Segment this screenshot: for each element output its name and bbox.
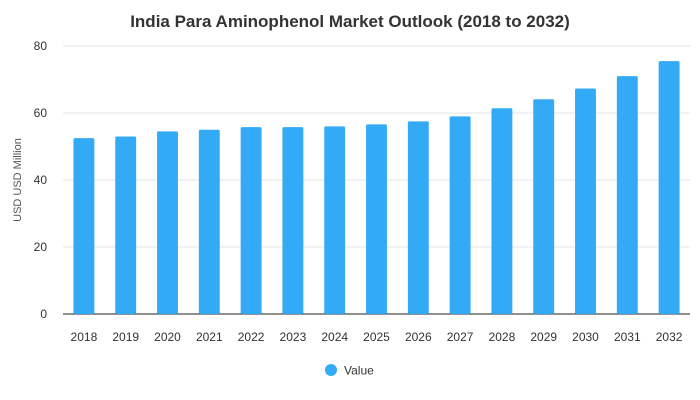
x-tick-label: 2026 [405, 330, 432, 344]
bars [73, 61, 680, 315]
y-axis-label: USD USD Million [12, 138, 24, 222]
legend-label-value: Value [344, 364, 374, 378]
x-tick-label: 2028 [489, 330, 516, 344]
x-tick-label: 2027 [447, 330, 474, 344]
x-tick-label: 2024 [321, 330, 348, 344]
chart-title: India Para Aminophenol Market Outlook (2… [130, 12, 570, 31]
y-axis-ticks: 0 20 40 60 80 [34, 39, 48, 321]
bar-2024[interactable] [324, 126, 346, 315]
bar-2027[interactable] [449, 116, 471, 314]
x-tick-label: 2029 [530, 330, 557, 344]
bar-2032[interactable] [658, 61, 680, 315]
y-tick-label: 40 [34, 173, 48, 187]
x-tick-label: 2030 [572, 330, 599, 344]
x-tick-label: 2022 [238, 330, 265, 344]
x-tick-label: 2023 [280, 330, 307, 344]
legend-marker [325, 364, 337, 376]
bar-2029[interactable] [533, 99, 555, 314]
bar-2025[interactable] [366, 124, 387, 314]
x-axis-ticks: 2018 2019 2020 2021 2022 2023 2024 2025 2026 2027… [71, 330, 683, 344]
x-tick-label: 2019 [112, 330, 139, 344]
bar-2018[interactable] [73, 138, 95, 314]
x-tick-label: 2021 [196, 330, 223, 344]
bar-2021[interactable] [198, 129, 220, 314]
bar-2030[interactable] [575, 88, 596, 314]
bar-2028[interactable] [491, 108, 513, 314]
x-tick-label: 2018 [71, 330, 98, 344]
bar-2022[interactable] [240, 127, 262, 314]
legend[interactable]: Value [325, 364, 374, 378]
y-tick-label: 80 [34, 39, 48, 53]
x-tick-label: 2032 [656, 330, 683, 344]
bar-2031[interactable] [616, 76, 638, 315]
bar-2026[interactable] [407, 121, 429, 314]
x-tick-label: 2031 [614, 330, 641, 344]
y-tick-label: 20 [34, 240, 48, 254]
bar-2019[interactable] [115, 136, 137, 314]
y-tick-label: 0 [40, 307, 47, 321]
y-tick-label: 60 [34, 106, 48, 120]
bar-2020[interactable] [157, 131, 178, 314]
x-tick-label: 2025 [363, 330, 390, 344]
x-tick-label: 2020 [154, 330, 181, 344]
bar-2023[interactable] [282, 127, 304, 314]
